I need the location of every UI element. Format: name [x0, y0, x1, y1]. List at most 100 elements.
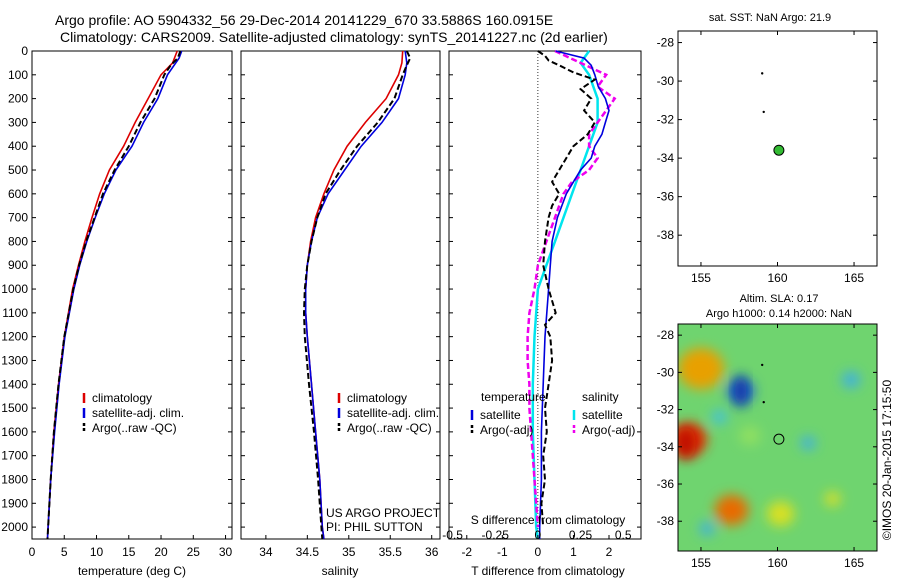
sla-map-ytick-label: -28: [657, 328, 675, 342]
sst-map-ytick-label: -28: [657, 36, 675, 50]
sla-blob: [678, 347, 724, 390]
depth-ytick-label: 800: [8, 234, 28, 248]
temperature-diff-xlabel: T difference from climatology: [471, 564, 625, 578]
temperature-axes-frame: [31, 50, 233, 540]
sla-blob: [699, 521, 715, 536]
temperature-diff-xtick-label: 2: [606, 545, 613, 559]
salinity-xtick-label: 35.5: [379, 545, 403, 559]
sla-map-ytick-label: -36: [657, 477, 675, 491]
depth-ytick-label: 1600: [1, 425, 28, 439]
salinity-xtick-label: 35: [342, 545, 356, 559]
salinity-diff-legend-label: Argo(-adj): [582, 423, 635, 437]
depth-ytick-label: 2000: [1, 520, 28, 534]
salinity-xtick-label: 34.5: [296, 545, 320, 559]
salinity-legend-heading: salinity: [582, 390, 619, 404]
salinity-diff-xtick-label: -0.25: [482, 528, 510, 542]
salinity-axes-frame: [240, 50, 441, 540]
temperature-xtick-label: 5: [61, 545, 68, 559]
sst-map-ytick-label: -34: [657, 151, 675, 165]
temperature-legend-heading: temperature: [481, 390, 546, 404]
difference-axes-frame: [448, 50, 642, 540]
temperature-xtick-label: 20: [154, 545, 168, 559]
sla-blob: [711, 410, 727, 424]
sla-map-title-2: Argo h1000: 0.14 h2000: NaN: [706, 308, 852, 320]
pi-note: PI: PHIL SUTTON: [326, 520, 423, 534]
salinity-diff-xtick-label: 0: [535, 528, 542, 542]
depth-ytick-label: 1800: [1, 472, 28, 486]
sst-map-ytick-label: -32: [657, 113, 675, 127]
track-point: [762, 110, 765, 114]
salinity-argo-series-line: [302, 50, 412, 540]
sla-map-xtick-label: 160: [767, 556, 787, 570]
temperature-xlabel: temperature (deg C): [78, 564, 186, 578]
temperature-diff-xtick-label: -2: [461, 545, 472, 559]
sst-map-ytick-label: -38: [657, 228, 675, 242]
sst-map-ytick-label: -36: [657, 190, 675, 204]
salinity-satellite-diff-line: [531, 50, 599, 540]
temperature-legend-label: Argo(..raw -QC): [92, 421, 177, 435]
depth-ytick-label: 0: [21, 44, 28, 58]
temperature-diff-legend-label: satellite: [480, 408, 521, 422]
temperature-legend-label: satellite-adj. clim.: [92, 406, 184, 420]
sst-map-title: sat. SST: NaN Argo: 21.9: [709, 12, 831, 24]
salinity-legend-label: Argo(..raw -QC): [347, 421, 432, 435]
depth-ytick-label: 700: [8, 211, 28, 225]
sla-blob-core: [734, 374, 747, 407]
salinity-diff-xlabel: S difference from climatology: [471, 513, 626, 527]
sla-map-xtick-label: 165: [844, 556, 864, 570]
sla-blob-core: [678, 427, 696, 460]
salinity-legend-label: satellite-adj. clim.: [347, 406, 439, 420]
header-line-1: Argo profile: AO 5904332_56 29-Dec-2014 …: [55, 12, 554, 28]
salinity-xlabel: salinity: [322, 564, 359, 578]
depth-ytick-label: 1000: [1, 282, 28, 296]
sla-map-ytick-label: -32: [657, 403, 675, 417]
temperature-xtick-label: 25: [187, 545, 201, 559]
sla-blob: [714, 494, 749, 526]
depth-ytick-label: 600: [8, 187, 28, 201]
sla-argo-marker: [773, 433, 785, 445]
sst-map-ytick-label: -30: [657, 74, 675, 88]
temperature-xtick-label: 0: [29, 545, 36, 559]
sla-blob: [800, 436, 816, 450]
imos-credit: ©IMOS 20-Jan-2015 17:15:50: [880, 380, 894, 541]
sla-map-ytick-label: -34: [657, 440, 675, 454]
temperature-argo-diff-line: [537, 50, 598, 528]
track-point: [760, 72, 764, 75]
salinity-legend-label: climatology: [347, 391, 407, 405]
sla-map-ytick-label: -38: [657, 514, 675, 528]
temperature-xtick-label: 30: [219, 545, 233, 559]
depth-ytick-label: 100: [8, 68, 28, 82]
sla-blob: [824, 492, 841, 506]
depth-ytick-label: 1500: [1, 401, 28, 415]
temperature-argo-series-line: [46, 50, 182, 540]
temperature-satellite-diff-line: [538, 50, 610, 539]
sla-map-ytick-label: -30: [657, 365, 675, 379]
sla-track-point: [760, 363, 764, 367]
sla-blob: [739, 425, 761, 446]
temperature-diff-xtick-label: -1: [497, 545, 508, 559]
depth-ytick-label: 1200: [1, 330, 28, 344]
sla-track-point: [762, 400, 765, 404]
header-line-2: Climatology: CARS2009. Satellite-adjuste…: [60, 29, 608, 45]
depth-ytick-label: 500: [8, 163, 28, 177]
salinity-diff-xtick-label: 0.5: [615, 528, 632, 542]
depth-ytick-label: 1900: [1, 496, 28, 510]
depth-ytick-label: 200: [8, 92, 28, 106]
temperature-diff-xtick-label: 0: [535, 545, 542, 559]
depth-ytick-label: 1100: [2, 306, 28, 320]
temperature-diff-xtick-label: 1: [570, 545, 577, 559]
depth-ytick-label: 900: [8, 258, 28, 272]
salinity-diff-xtick-label: 0.25: [569, 528, 593, 542]
sst-map-xtick-label: 165: [844, 271, 864, 285]
temperature-diff-legend-label: Argo(-adj): [480, 423, 533, 437]
sla-blob: [841, 371, 861, 389]
temperature-xtick-label: 15: [122, 545, 136, 559]
depth-ytick-label: 400: [8, 139, 28, 153]
depth-ytick-label: 1700: [1, 449, 28, 463]
sla-map-title-1: Altim. SLA: 0.17: [740, 293, 819, 305]
salinity-diff-xtick-label: -0.5: [442, 528, 463, 542]
sla-map-xtick-label: 155: [691, 556, 711, 570]
argo-position-marker: [773, 144, 785, 156]
salinity-xtick-label: 36: [425, 545, 439, 559]
depth-ytick-label: 1400: [1, 377, 28, 391]
